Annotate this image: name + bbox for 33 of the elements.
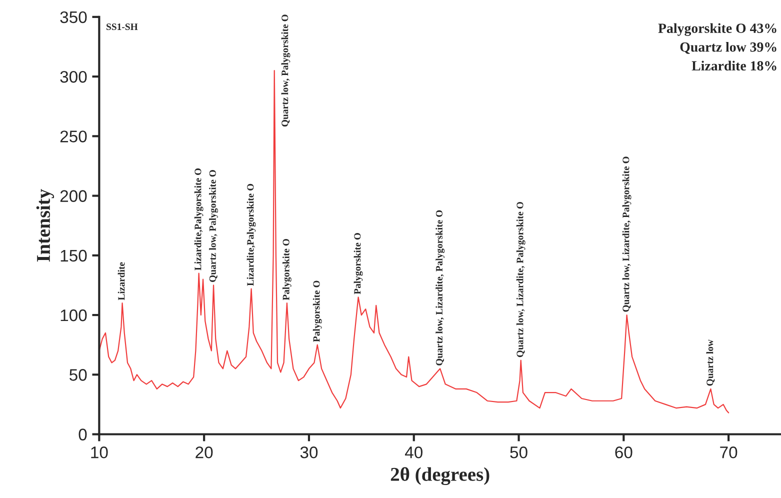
annotation: Quartz low, Lizardite, Palygorskite O bbox=[622, 156, 632, 312]
annotation: Quartz low, Palygorskite O bbox=[281, 14, 290, 127]
annotation: Quartz low, Lizardite, Palygorskite O bbox=[516, 202, 526, 358]
x-tick-label: 50 bbox=[510, 446, 528, 458]
y-axis-title: Intensity bbox=[36, 189, 54, 262]
y-tick-label: 350 bbox=[60, 11, 87, 24]
y-tick-label: 100 bbox=[60, 309, 87, 322]
y-tick-label: 250 bbox=[60, 130, 87, 142]
annotation: Lizardite bbox=[118, 262, 125, 300]
x-tick-label: 40 bbox=[404, 446, 422, 458]
annotation: Palygorskite O bbox=[282, 238, 292, 300]
y-tick-label: 200 bbox=[60, 190, 87, 202]
annotation: Palygorskite O bbox=[354, 232, 363, 294]
annotation: Quartz low bbox=[706, 340, 715, 386]
x-tick-label: 10 bbox=[91, 446, 108, 458]
annotation: Lizardite,Palygorskite O bbox=[246, 184, 256, 286]
y-tick-label: 150 bbox=[60, 250, 87, 262]
x-tick-label: 70 bbox=[720, 446, 738, 458]
y-tick-label: 50 bbox=[70, 369, 87, 381]
annotation: Lizardite,Palygorskite O bbox=[194, 168, 204, 270]
x-tick-label: 60 bbox=[615, 446, 632, 458]
y-tick-label: 300 bbox=[60, 70, 87, 83]
x-axis-title: 2θ (degrees) bbox=[390, 467, 490, 486]
annotation: Quartz low 39% bbox=[680, 42, 776, 54]
y-tick-label: 0 bbox=[78, 428, 87, 440]
annotation: Palygorskite O 43% bbox=[658, 23, 776, 36]
annotation: Quartz low, Lizardite, Palygorskite O bbox=[436, 210, 445, 366]
x-tick-label: 20 bbox=[196, 446, 213, 458]
annotation: SS1-SH bbox=[106, 24, 138, 30]
annotation: Quartz low, Palygorskite O bbox=[209, 170, 218, 282]
annotation: Lizardite 18% bbox=[692, 60, 776, 71]
annotation: Palygorskite O bbox=[312, 280, 322, 342]
x-tick-label: 30 bbox=[300, 446, 318, 458]
